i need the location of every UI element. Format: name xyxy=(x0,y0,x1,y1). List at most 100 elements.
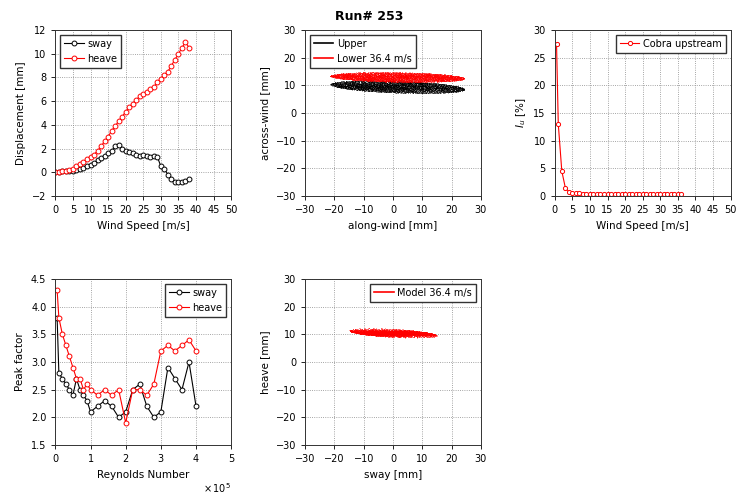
Point xyxy=(333,74,345,82)
Point xyxy=(401,73,413,81)
Point xyxy=(394,72,406,80)
Point xyxy=(415,85,427,93)
Point xyxy=(356,75,368,83)
Point xyxy=(400,328,412,336)
Point xyxy=(421,83,433,91)
Point xyxy=(351,72,362,80)
Point xyxy=(345,76,356,84)
Point xyxy=(334,82,345,90)
Point xyxy=(377,74,389,82)
Point xyxy=(429,73,441,81)
Point xyxy=(387,75,399,83)
Point xyxy=(362,79,374,87)
Point xyxy=(390,330,402,338)
Point xyxy=(381,328,393,336)
Point xyxy=(395,86,407,94)
Point xyxy=(391,76,403,84)
Point xyxy=(413,71,425,79)
Point xyxy=(384,329,396,337)
Point xyxy=(345,85,357,93)
Point xyxy=(353,80,365,88)
Point xyxy=(424,78,435,86)
Point xyxy=(340,83,352,91)
Point xyxy=(404,82,416,90)
Point xyxy=(408,69,420,77)
Point xyxy=(356,70,368,78)
Point xyxy=(413,82,424,90)
Point xyxy=(407,74,418,82)
Point xyxy=(390,70,401,78)
Point xyxy=(376,69,388,77)
Point xyxy=(365,70,376,78)
Point xyxy=(410,328,421,336)
Point xyxy=(344,81,356,89)
Point xyxy=(334,70,346,78)
Point xyxy=(397,83,409,91)
Point xyxy=(441,82,452,90)
Point xyxy=(448,75,460,83)
Point xyxy=(388,73,400,81)
Point xyxy=(414,69,426,77)
Point xyxy=(397,74,409,82)
Point xyxy=(393,329,405,337)
Point xyxy=(342,72,354,80)
Point xyxy=(399,82,411,90)
Point xyxy=(409,80,421,88)
Point xyxy=(410,330,421,338)
Point xyxy=(357,70,369,78)
Point xyxy=(362,80,374,88)
Point xyxy=(443,84,455,92)
Point xyxy=(359,78,370,86)
Point xyxy=(396,330,407,338)
Point xyxy=(361,87,373,95)
Point xyxy=(373,74,384,82)
Point xyxy=(356,330,368,338)
Point xyxy=(401,74,413,82)
Point xyxy=(370,72,382,80)
Point xyxy=(446,74,458,82)
Point xyxy=(401,77,413,85)
Point xyxy=(329,81,341,89)
Point xyxy=(359,84,371,92)
Point xyxy=(429,70,441,78)
Point xyxy=(399,70,411,78)
Point xyxy=(336,75,348,83)
Point xyxy=(385,86,397,94)
Point xyxy=(360,72,372,80)
Point xyxy=(370,80,382,88)
Point xyxy=(379,329,391,337)
Point xyxy=(331,70,343,78)
Point xyxy=(387,330,399,338)
Point xyxy=(349,80,361,88)
Point xyxy=(428,75,440,83)
Point xyxy=(333,82,345,90)
Point xyxy=(383,328,395,336)
Point xyxy=(426,330,438,338)
Point xyxy=(342,82,354,90)
Point xyxy=(401,327,413,335)
Point xyxy=(456,74,468,82)
Point xyxy=(387,82,399,90)
Point xyxy=(432,86,444,94)
Point xyxy=(392,326,404,334)
Point xyxy=(404,73,415,81)
Point xyxy=(325,80,337,88)
Point xyxy=(382,86,393,94)
Point xyxy=(370,329,382,337)
Point xyxy=(348,76,359,84)
Point xyxy=(427,74,439,82)
Point xyxy=(379,82,391,90)
Point xyxy=(373,330,385,338)
Point xyxy=(398,79,410,87)
Point xyxy=(396,330,407,338)
Point xyxy=(382,327,393,335)
Point xyxy=(382,82,394,90)
Point xyxy=(404,80,416,88)
Point xyxy=(421,70,433,78)
Point xyxy=(411,88,423,96)
Point xyxy=(354,328,365,336)
Point xyxy=(367,86,379,94)
Point xyxy=(382,84,394,92)
Point xyxy=(392,81,404,89)
Point xyxy=(404,72,415,80)
